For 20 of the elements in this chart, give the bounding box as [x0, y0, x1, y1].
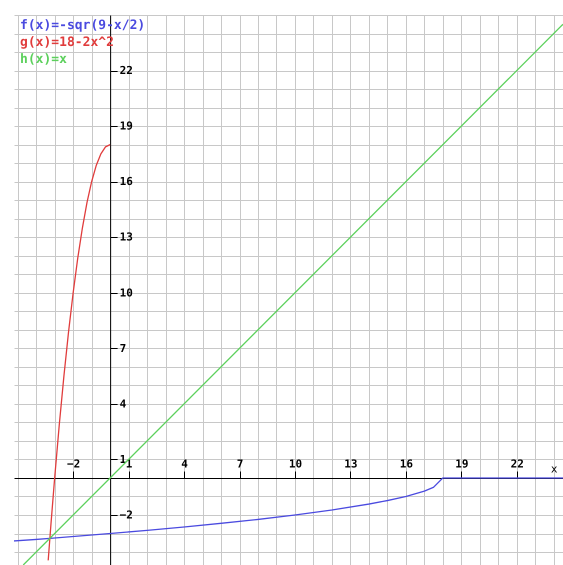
x-tick-label: 16: [400, 457, 414, 470]
x-tick-label: 13: [344, 457, 358, 470]
line-series: [14, 477, 563, 542]
y-tick-label: −2: [120, 508, 133, 522]
x-tick-label: −2: [67, 457, 80, 470]
text: h(x)=x: [20, 52, 68, 67]
y-tick-label: 10: [120, 286, 133, 300]
y-tick-label: 22: [120, 64, 133, 78]
x-tick-label: 22: [510, 457, 524, 470]
line-series: [48, 144, 111, 562]
x-axis-title: x: [550, 462, 558, 476]
y-tick-label: 16: [120, 175, 134, 188]
y-tick-label: 19: [120, 120, 133, 133]
x-tick-label: 19: [455, 457, 468, 470]
y-tick-label: 13: [120, 230, 133, 244]
x-tick-label: 7: [236, 457, 244, 470]
y-tick-label: 4: [120, 397, 127, 410]
x-tick-label: 4: [181, 457, 188, 470]
y-tick-label: 7: [120, 342, 126, 355]
x-tick-label: 10: [288, 457, 302, 470]
